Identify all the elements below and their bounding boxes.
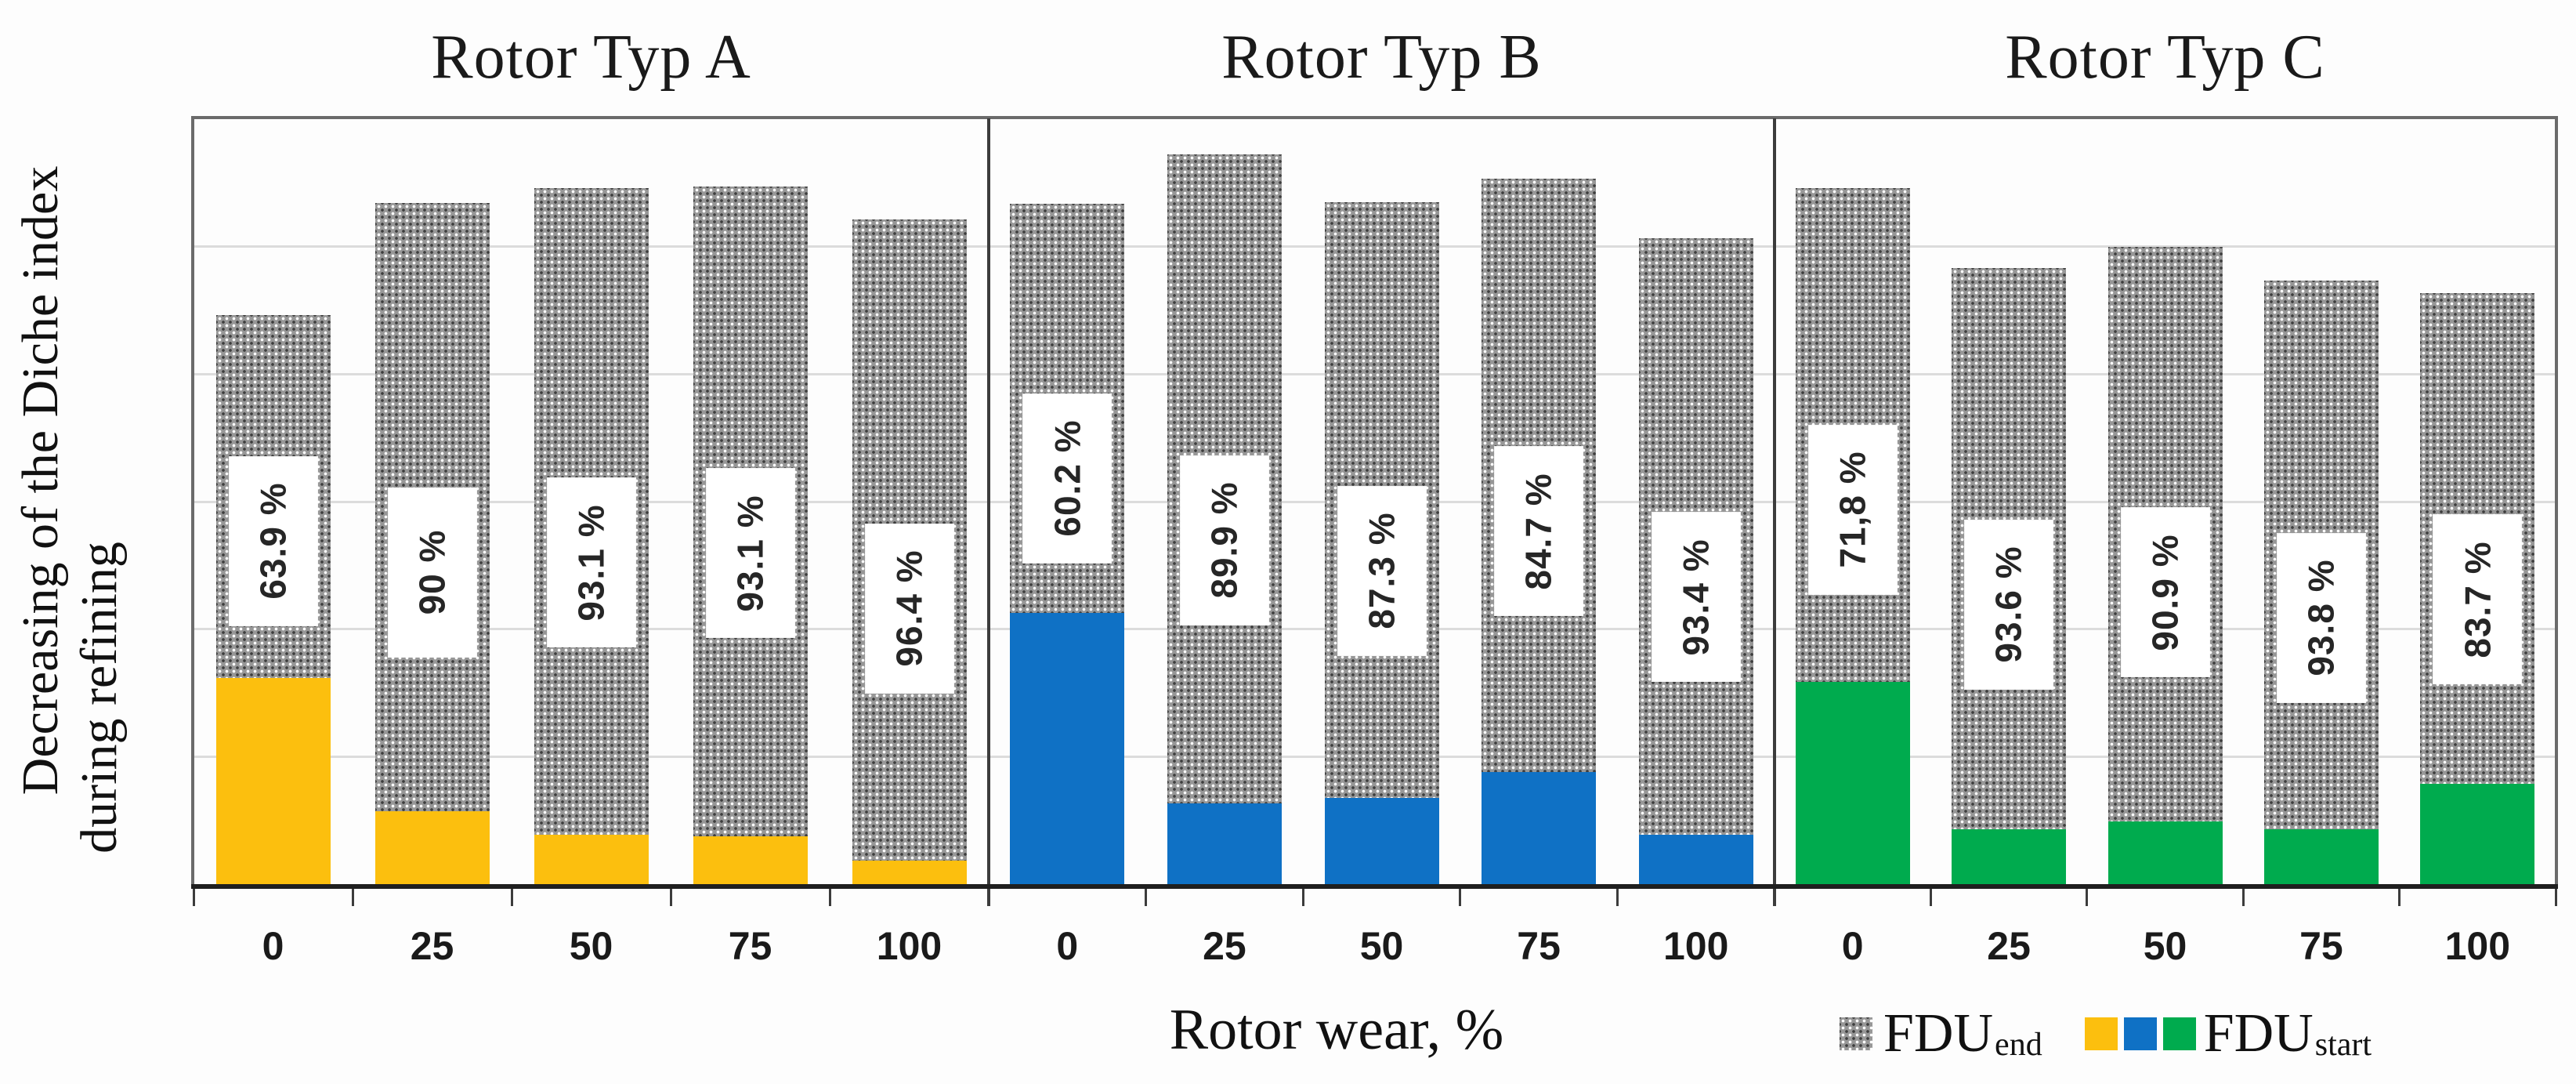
x-tick-label: 50 bbox=[2143, 924, 2187, 968]
x-tick-label: 25 bbox=[410, 924, 454, 968]
bar-segment-fdu-start bbox=[534, 835, 649, 884]
bar-segment-fdu-start bbox=[215, 678, 331, 884]
x-axis-title: Rotor wear, % bbox=[1169, 998, 1504, 1062]
x-axis-tick bbox=[1145, 887, 1148, 906]
bar-segment-fdu-start bbox=[1167, 803, 1282, 884]
plot-border-right bbox=[2555, 116, 2558, 886]
x-axis-tick bbox=[2398, 887, 2401, 906]
legend-subscript-start: start bbox=[2314, 1027, 2372, 1063]
x-axis-tick bbox=[828, 887, 831, 906]
bar-segment-fdu-start bbox=[852, 860, 967, 884]
bar-value-label: 60.2 % bbox=[1023, 393, 1112, 563]
bar-value-label-text: 96.4 % bbox=[888, 549, 930, 667]
bar-value-label: 93.6 % bbox=[1965, 520, 2053, 689]
x-tick-label: 25 bbox=[1987, 924, 2031, 968]
legend-label-fdu-end: FDU bbox=[1883, 1003, 1994, 1064]
x-axis-tick bbox=[510, 887, 513, 906]
bar-value-label: 90.9 % bbox=[2121, 508, 2209, 677]
x-tick-label: 75 bbox=[1517, 924, 1561, 968]
bar-segment-fdu-start bbox=[1324, 797, 1439, 884]
panel-separator-b-c bbox=[1773, 118, 1776, 906]
legend-swatch-fdu-end bbox=[1840, 1017, 1872, 1050]
bar-value-label: 90 % bbox=[388, 488, 476, 657]
bar-value-label: 89.9 % bbox=[1180, 455, 1268, 625]
bar-value-label-text: 93.1 % bbox=[570, 504, 612, 622]
bar-value-label-text: 60.2 % bbox=[1047, 419, 1088, 537]
x-axis-tick bbox=[192, 887, 195, 906]
panel-separator-a-b bbox=[987, 118, 990, 906]
x-axis-tick bbox=[1301, 887, 1304, 906]
legend-swatch-fdu-start bbox=[2123, 1017, 2157, 1050]
x-axis-tick bbox=[2554, 887, 2557, 906]
plot-border-top bbox=[191, 116, 2558, 119]
bar-segment-fdu-start bbox=[374, 811, 490, 884]
legend-swatch-fdu-start bbox=[2162, 1017, 2196, 1050]
panel-title: Rotor Typ B bbox=[1221, 23, 1542, 92]
bar-value-label-text: 83.7 % bbox=[2457, 540, 2498, 658]
x-axis-line bbox=[191, 884, 2558, 889]
x-axis-tick bbox=[1929, 887, 1932, 906]
bar-segment-fdu-start bbox=[1482, 772, 1597, 884]
bar-value-label-text: 93.1 % bbox=[729, 495, 771, 612]
bar-value-label: 87.3 % bbox=[1337, 486, 1426, 655]
bar-value-label-text: 90.9 % bbox=[2144, 534, 2186, 651]
x-tick-label: 0 bbox=[262, 924, 284, 968]
bar-value-label-text: 93.8 % bbox=[2300, 559, 2342, 676]
bar-segment-fdu-start bbox=[1795, 682, 1910, 884]
panel-title: Rotor Typ A bbox=[431, 23, 751, 92]
bar-value-label: 93.1 % bbox=[706, 469, 794, 638]
bar-value-label-text: 84.7 % bbox=[1518, 472, 1560, 590]
bar-segment-fdu-start bbox=[693, 836, 808, 884]
x-tick-label: 25 bbox=[1203, 924, 1246, 968]
bar-value-label-text: 93.6 % bbox=[1988, 546, 2030, 663]
bar-value-label: 93.8 % bbox=[2277, 533, 2365, 702]
plot-border-left bbox=[191, 116, 194, 886]
x-tick-label: 100 bbox=[1662, 924, 1729, 968]
bar-segment-fdu-start bbox=[2107, 821, 2223, 884]
legend: FDU end FDU start bbox=[1840, 1003, 2372, 1064]
panel-title: Rotor Typ C bbox=[2005, 23, 2325, 92]
x-tick-label: 100 bbox=[2444, 924, 2511, 968]
legend-swatch-fdu-start bbox=[2084, 1017, 2118, 1050]
bar-value-label: 93.4 % bbox=[1652, 513, 1740, 682]
bar-value-label: 93.1 % bbox=[547, 478, 635, 647]
bar-value-label: 63.9 % bbox=[229, 456, 317, 625]
x-tick-label: 0 bbox=[1056, 924, 1079, 968]
bar-segment-fdu-start bbox=[1638, 835, 1753, 884]
legend-swatches-fdu-start bbox=[2084, 1017, 2196, 1050]
x-tick-label: 50 bbox=[569, 924, 613, 968]
legend-label-fdu-start: FDU bbox=[2203, 1003, 2314, 1064]
x-axis-tick bbox=[1615, 887, 1619, 906]
x-tick-label: 75 bbox=[2299, 924, 2343, 968]
x-axis-tick bbox=[2086, 887, 2089, 906]
x-tick-label: 100 bbox=[876, 924, 942, 968]
bar-value-label-text: 90 % bbox=[411, 529, 453, 615]
x-axis-tick bbox=[351, 887, 354, 906]
bar-value-label-text: 63.9 % bbox=[252, 482, 294, 600]
x-tick-label: 75 bbox=[728, 924, 772, 968]
bar-segment-fdu-start bbox=[2263, 828, 2379, 884]
bar-value-label-text: 87.3 % bbox=[1361, 512, 1402, 630]
bar-value-label: 83.7 % bbox=[2433, 515, 2522, 684]
x-tick-label: 50 bbox=[1359, 924, 1404, 968]
bar-segment-fdu-start bbox=[2420, 784, 2535, 884]
legend-subscript-end: end bbox=[1995, 1027, 2042, 1063]
bar-segment-fdu-start bbox=[1010, 613, 1125, 884]
x-axis-tick bbox=[1459, 887, 1462, 906]
x-axis-tick bbox=[2241, 887, 2245, 906]
x-axis-tick bbox=[669, 887, 672, 906]
bar-value-label-text: 71,8 % bbox=[1832, 451, 1873, 568]
bar-value-label: 96.4 % bbox=[865, 524, 953, 693]
bar-value-label-text: 93.4 % bbox=[1675, 538, 1717, 656]
bar-segment-fdu-start bbox=[1952, 828, 2067, 884]
bar-value-label: 71,8 % bbox=[1808, 425, 1897, 594]
bar-value-label-text: 89.9 % bbox=[1203, 481, 1245, 599]
bar-value-label: 84.7 % bbox=[1495, 447, 1583, 616]
x-tick-label: 0 bbox=[1841, 924, 1864, 968]
